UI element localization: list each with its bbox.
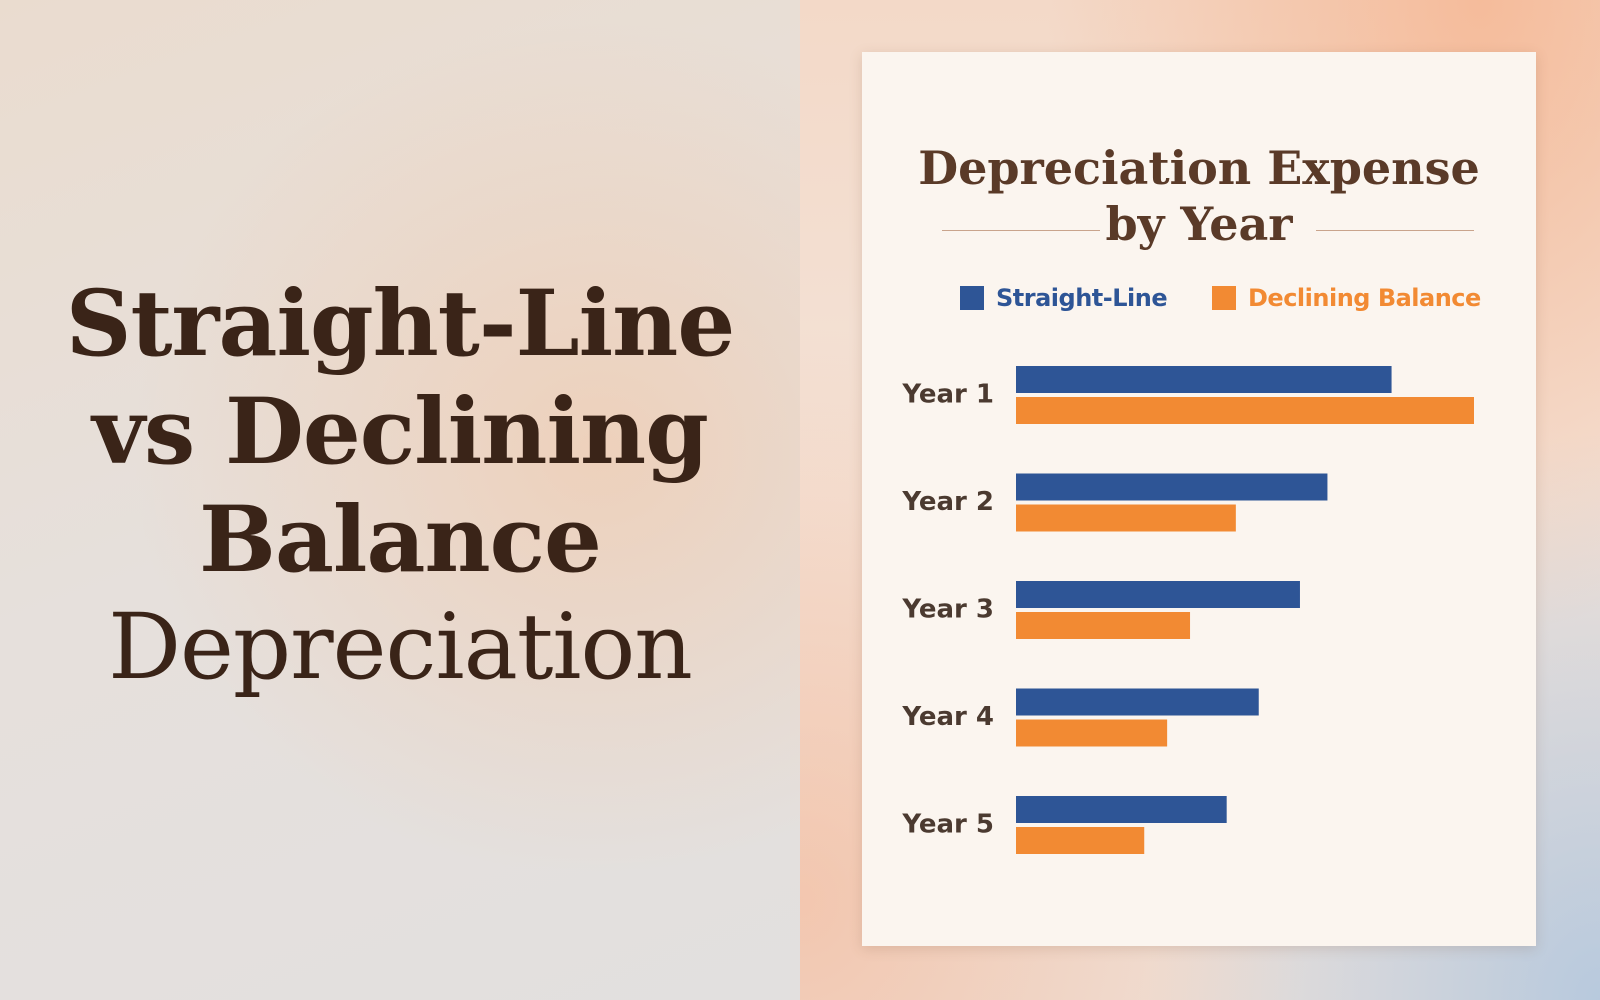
- bar-straight-line-year-3: [1016, 581, 1300, 608]
- bar-declining-balance-year-1: [1016, 397, 1474, 424]
- chart-title-line-1: Depreciation Expense: [918, 141, 1480, 195]
- category-label-year-2: Year 2: [901, 487, 994, 517]
- headline-line-3: Balance: [199, 487, 602, 593]
- chart-title-line-2: by Year: [1105, 197, 1293, 251]
- bar-declining-balance-year-5: [1016, 827, 1145, 854]
- legend-item-declining-balance: Declining Balance: [1212, 282, 1481, 314]
- bar-straight-line-year-2: [1016, 473, 1328, 501]
- category-label-year-5: Year 5: [901, 810, 994, 840]
- headline: Straight-Line vs Declining Balance Depre…: [40, 270, 760, 702]
- title-rule-left: [942, 230, 1100, 231]
- bar-declining-balance-year-4: [1016, 719, 1168, 747]
- bar-straight-line-year-4: [1016, 688, 1259, 716]
- bar-chart: Year 1 Year 2 Year 3 Year 4 Year 5: [901, 366, 1474, 854]
- legend-swatch-declining-balance: [1212, 286, 1236, 310]
- chart-legend: Straight-Line Declining Balance: [862, 282, 1536, 314]
- legend-swatch-straight-line: [960, 286, 984, 310]
- legend-label-straight-line: Straight-Line: [996, 284, 1168, 312]
- category-label-year-4: Year 4: [901, 702, 994, 732]
- headline-line-4: Depreciation: [108, 595, 693, 700]
- bar-declining-balance-year-2: [1016, 504, 1236, 532]
- category-label-year-3: Year 3: [901, 595, 994, 625]
- left-background: [0, 0, 800, 1000]
- category-label-year-1: Year 1: [901, 380, 994, 410]
- headline-line-2: vs Declining: [92, 379, 709, 485]
- chart-title: Depreciation Expense by Year: [862, 140, 1536, 252]
- bar-straight-line-year-1: [1016, 366, 1392, 393]
- bar-straight-line-year-5: [1016, 796, 1227, 823]
- headline-line-1: Straight-Line: [65, 271, 735, 377]
- legend-label-declining-balance: Declining Balance: [1248, 284, 1481, 312]
- legend-item-straight-line: Straight-Line: [960, 282, 1168, 314]
- bar-declining-balance-year-3: [1016, 612, 1191, 639]
- title-rule-right: [1316, 230, 1474, 231]
- chart-card: Depreciation Expense by Year Straight-Li…: [862, 52, 1536, 946]
